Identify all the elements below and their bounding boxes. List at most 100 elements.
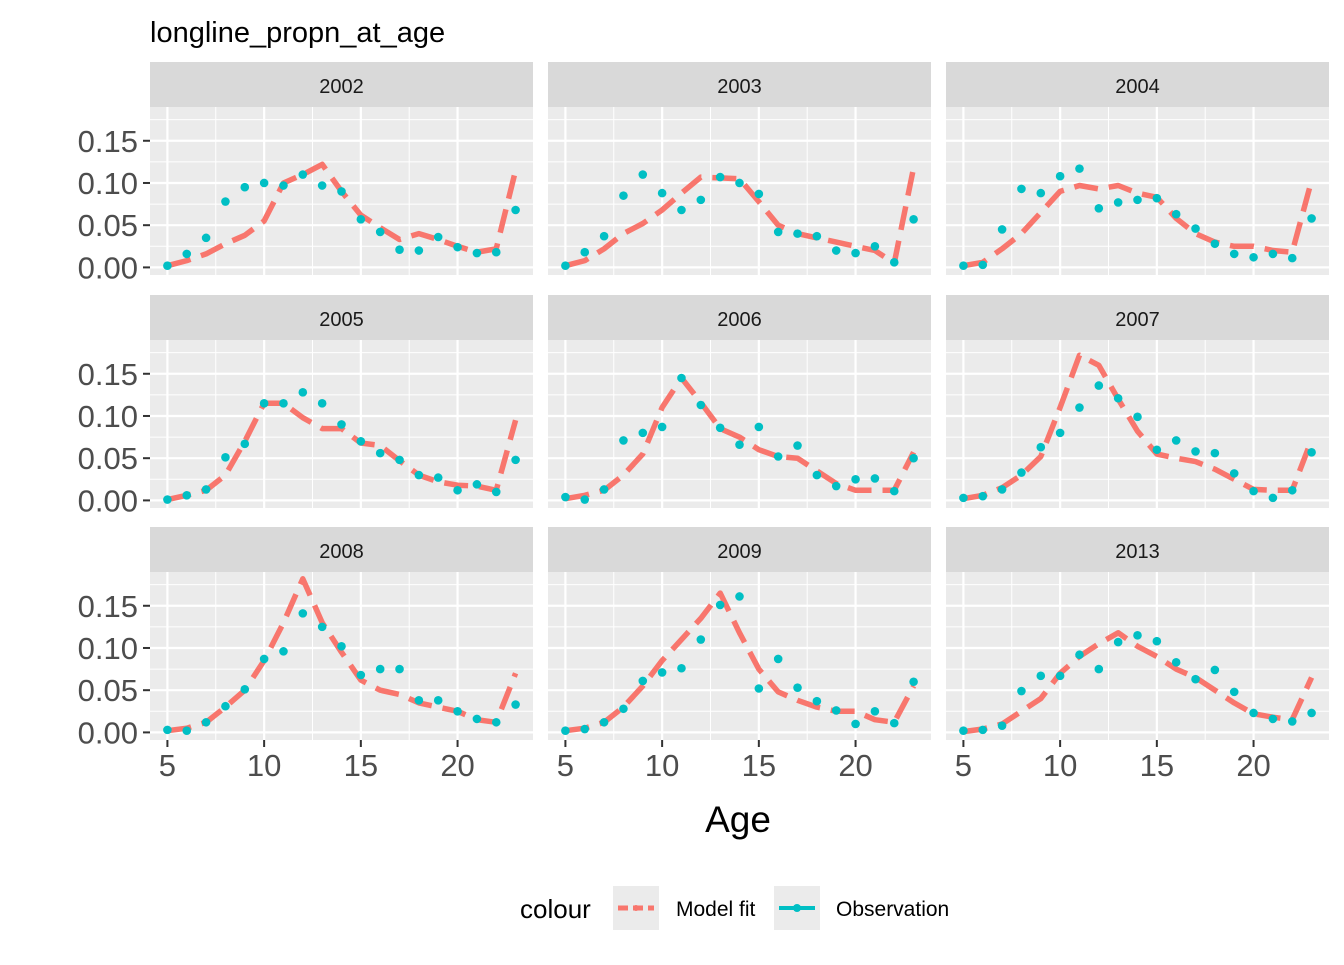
panel-2003: 2003 (548, 62, 931, 275)
observation-point (619, 704, 628, 714)
facet-label-2013: 2013 (1115, 541, 1160, 563)
observation-point (375, 227, 385, 237)
observation-point (1036, 442, 1046, 452)
x-tick-label: 5 (159, 748, 176, 783)
panel-2002: 2002 0.00 0.05 0.10 0.15 (78, 62, 533, 285)
observation-point (511, 700, 520, 709)
observation-point (1113, 637, 1123, 647)
observation-point (599, 485, 609, 494)
observation-point (414, 246, 424, 255)
observation-point (221, 453, 230, 462)
model-fit-line-2004 (962, 179, 1315, 269)
observation-point (259, 399, 269, 408)
observation-point (696, 635, 706, 644)
observation-point (889, 258, 899, 267)
observation-point (337, 420, 346, 429)
observation-point (638, 428, 648, 438)
x-tick-label: 10 (247, 748, 281, 783)
legend-label-observation: Observation (836, 898, 949, 921)
observation-point (395, 664, 404, 674)
facet-label-2008: 2008 (319, 541, 364, 563)
y-tick-label: 0.00 (78, 715, 138, 750)
observation-point (959, 726, 968, 736)
observation-point (472, 248, 482, 258)
facet-strip-2003 (548, 62, 931, 107)
observation-point (1036, 188, 1046, 198)
observation-point (356, 214, 366, 224)
legend-key-model-fit-point (633, 905, 639, 911)
legend-label-model-fit: Model fit (676, 898, 756, 921)
observation-point (909, 677, 918, 687)
observation-point (1171, 209, 1181, 219)
observation-point (851, 719, 860, 729)
observation-point (1229, 469, 1239, 478)
observation-point (831, 706, 841, 715)
observation-point (472, 480, 482, 489)
facet-label-2005: 2005 (319, 309, 364, 331)
observation-point (201, 233, 211, 243)
legend-key-observation-point (793, 904, 801, 912)
observation-point (201, 717, 211, 727)
y-tick-label: 0.05 (78, 673, 138, 708)
panel-2005: 2005 0.00 0.05 0.10 0.15 (78, 295, 533, 518)
observation-point (182, 491, 192, 500)
observation-point (337, 187, 346, 196)
x-tick-label: 5 (955, 748, 972, 783)
observation-point (317, 399, 327, 408)
observation-point (715, 600, 725, 610)
observation-point (735, 178, 744, 188)
observation-point (433, 473, 443, 482)
observation-point (491, 717, 501, 727)
observation-point (754, 422, 764, 432)
panel-background-2006 (548, 340, 931, 508)
observation-point (1075, 403, 1084, 412)
observation-point (1055, 428, 1065, 438)
panel-background-2007 (946, 340, 1329, 508)
observation-point (831, 246, 841, 255)
observation-point (337, 641, 346, 651)
observation-point (1133, 631, 1142, 640)
panel-2006: 2006 (548, 295, 931, 508)
observation-point (491, 487, 501, 497)
y-tick-label: 0.10 (78, 631, 138, 666)
observation-point (1307, 708, 1316, 718)
observation-point (1133, 195, 1142, 205)
observation-point (735, 440, 744, 449)
observation-point (356, 670, 366, 680)
observation-point (715, 423, 725, 433)
x-tick-label: 20 (838, 748, 872, 783)
observation-point (773, 227, 783, 237)
observation-point (978, 725, 988, 735)
observation-point (561, 492, 570, 502)
observation-point (793, 441, 802, 450)
chart-title: longline_propn_at_age (150, 17, 445, 49)
observation-point (511, 455, 520, 465)
legend-title: colour (520, 894, 591, 924)
observation-point (1229, 687, 1239, 697)
observation-point (997, 485, 1007, 494)
observation-point (1229, 249, 1239, 259)
observation-point (909, 214, 918, 224)
observation-point (773, 654, 783, 664)
observation-point (657, 188, 667, 198)
observation-point (1171, 658, 1181, 667)
observation-point (599, 231, 609, 241)
observation-point (298, 170, 308, 179)
x-tick-label: 15 (344, 748, 378, 783)
facet-strip-2013 (946, 527, 1329, 572)
observation-point (997, 225, 1007, 234)
observation-point (959, 261, 968, 271)
observation-point (1287, 717, 1297, 726)
observation-point (851, 248, 860, 258)
observation-point (1191, 674, 1200, 684)
observation-point (677, 373, 686, 383)
facet-label-2007: 2007 (1115, 309, 1160, 331)
observation-point (696, 400, 706, 410)
facet-strip-2005 (150, 295, 533, 340)
observation-point (453, 242, 462, 252)
observation-point (1152, 445, 1162, 455)
panel-2009: 2009 5 10 15 20 (548, 527, 931, 783)
observation-point (715, 172, 725, 182)
observation-point (580, 247, 590, 257)
